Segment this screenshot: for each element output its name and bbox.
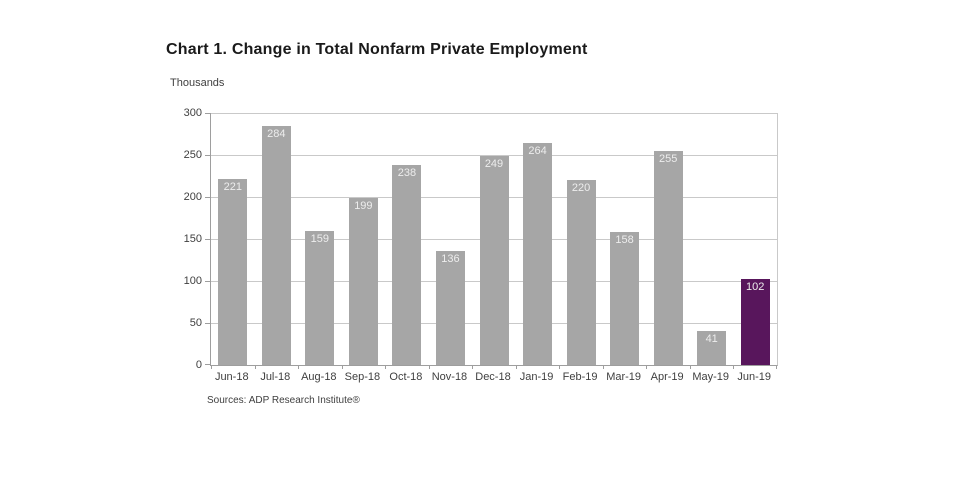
bar-jun-19: 102 <box>740 279 770 365</box>
y-axis-tick-label: 100 <box>183 275 202 287</box>
x-axis-category-label: Apr-19 <box>650 371 684 383</box>
y-axis-tick <box>205 155 210 156</box>
bar-apr-19: 255 <box>653 150 683 365</box>
x-axis-tick <box>733 365 735 369</box>
x-axis-tick <box>341 365 343 369</box>
gridline <box>211 113 777 114</box>
x-axis-tick <box>689 365 691 369</box>
x-axis-category-label: Aug-18 <box>301 371 337 383</box>
x-axis-tick <box>428 365 430 369</box>
x-axis-tick <box>646 365 648 369</box>
x-axis-category-label: Jun-18 <box>214 371 249 383</box>
y-axis-tick <box>205 281 210 282</box>
bar-value-label: 284 <box>267 128 286 141</box>
bar-value-label: 136 <box>441 252 460 265</box>
bar-feb-19: 220 <box>566 180 596 365</box>
bar-oct-18: 238 <box>392 165 422 365</box>
x-axis-category-label: Feb-19 <box>562 371 598 383</box>
x-axis-category-label: Dec-18 <box>475 371 511 383</box>
bar-value-label: 159 <box>310 233 330 246</box>
bar-value-label: 158 <box>615 234 634 247</box>
bar-value-label: 41 <box>705 332 718 345</box>
bar-jul-18: 284 <box>261 126 291 365</box>
y-axis-tick-label: 50 <box>189 317 202 329</box>
y-axis-tick <box>205 364 210 365</box>
y-axis-tick-label: 150 <box>183 233 202 245</box>
bar-nov-18: 136 <box>435 250 465 365</box>
y-axis-labels: 0 50 100 150 200 250 300 <box>158 107 202 371</box>
bar-may-19: 41 <box>697 330 727 365</box>
bar-value-label: 249 <box>484 157 504 170</box>
bar-value-label: 102 <box>746 281 765 294</box>
y-axis-tick <box>205 113 210 114</box>
y-axis-tick-label: 250 <box>183 149 202 161</box>
gridline <box>211 155 777 156</box>
bar-value-label: 199 <box>354 199 373 212</box>
bar-aug-18: 159 <box>305 231 335 365</box>
bar-jun-18: 221 <box>218 179 248 365</box>
x-axis-labels: Jun-18 Jul-18 Aug-18 Sep-18 Oct-18 Nov-18 Dec-… <box>210 371 776 385</box>
source-note: Sources: ADP Research Institute® <box>207 395 360 406</box>
x-axis-category-label: Oct-18 <box>389 371 423 383</box>
x-axis-category-label: Jul-18 <box>260 371 291 383</box>
bar-value-label: 238 <box>397 167 417 180</box>
x-axis-tick <box>385 365 387 369</box>
bar-value-label: 220 <box>571 182 591 195</box>
y-axis-tick <box>205 197 210 198</box>
y-axis-tick <box>205 239 210 240</box>
x-axis-category-label: Nov-18 <box>431 371 468 383</box>
x-axis-category-label: Jan-19 <box>519 371 554 383</box>
y-axis-unit-label: Thousands <box>170 77 225 89</box>
x-axis-category-label: Jun-19 <box>737 371 772 383</box>
x-axis-tick <box>515 365 517 369</box>
x-axis-tick <box>472 365 474 369</box>
bar-dec-18: 249 <box>479 155 509 365</box>
bar-sep-18: 199 <box>348 197 378 365</box>
y-axis-tick <box>205 323 210 324</box>
y-axis-tick-label: 300 <box>183 107 202 119</box>
x-axis-category-label: May-19 <box>692 371 730 383</box>
y-axis-tick-label: 200 <box>183 191 202 203</box>
plot-area: 221 284 159 199 238 136 249 264 220 158 255 41 102 <box>205 113 778 369</box>
x-axis-tick <box>559 365 561 369</box>
bar-jan-19: 264 <box>523 143 553 365</box>
x-axis-tick <box>602 365 604 369</box>
bar-mar-19: 158 <box>610 232 640 365</box>
bar-value-label: 264 <box>528 145 547 158</box>
x-axis-tick <box>211 365 212 369</box>
x-axis-category-label: Sep-18 <box>344 371 381 383</box>
bar-value-label: 221 <box>223 181 242 194</box>
bar-value-label: 255 <box>658 152 678 165</box>
x-axis-category-label: Mar-19 <box>606 371 642 383</box>
y-axis-tick-label: 0 <box>195 359 202 371</box>
x-axis-tick <box>776 365 777 369</box>
x-axis-tick <box>298 365 300 369</box>
chart-title: Chart 1. Change in Total Nonfarm Private… <box>166 41 588 58</box>
x-axis-tick <box>254 365 256 369</box>
